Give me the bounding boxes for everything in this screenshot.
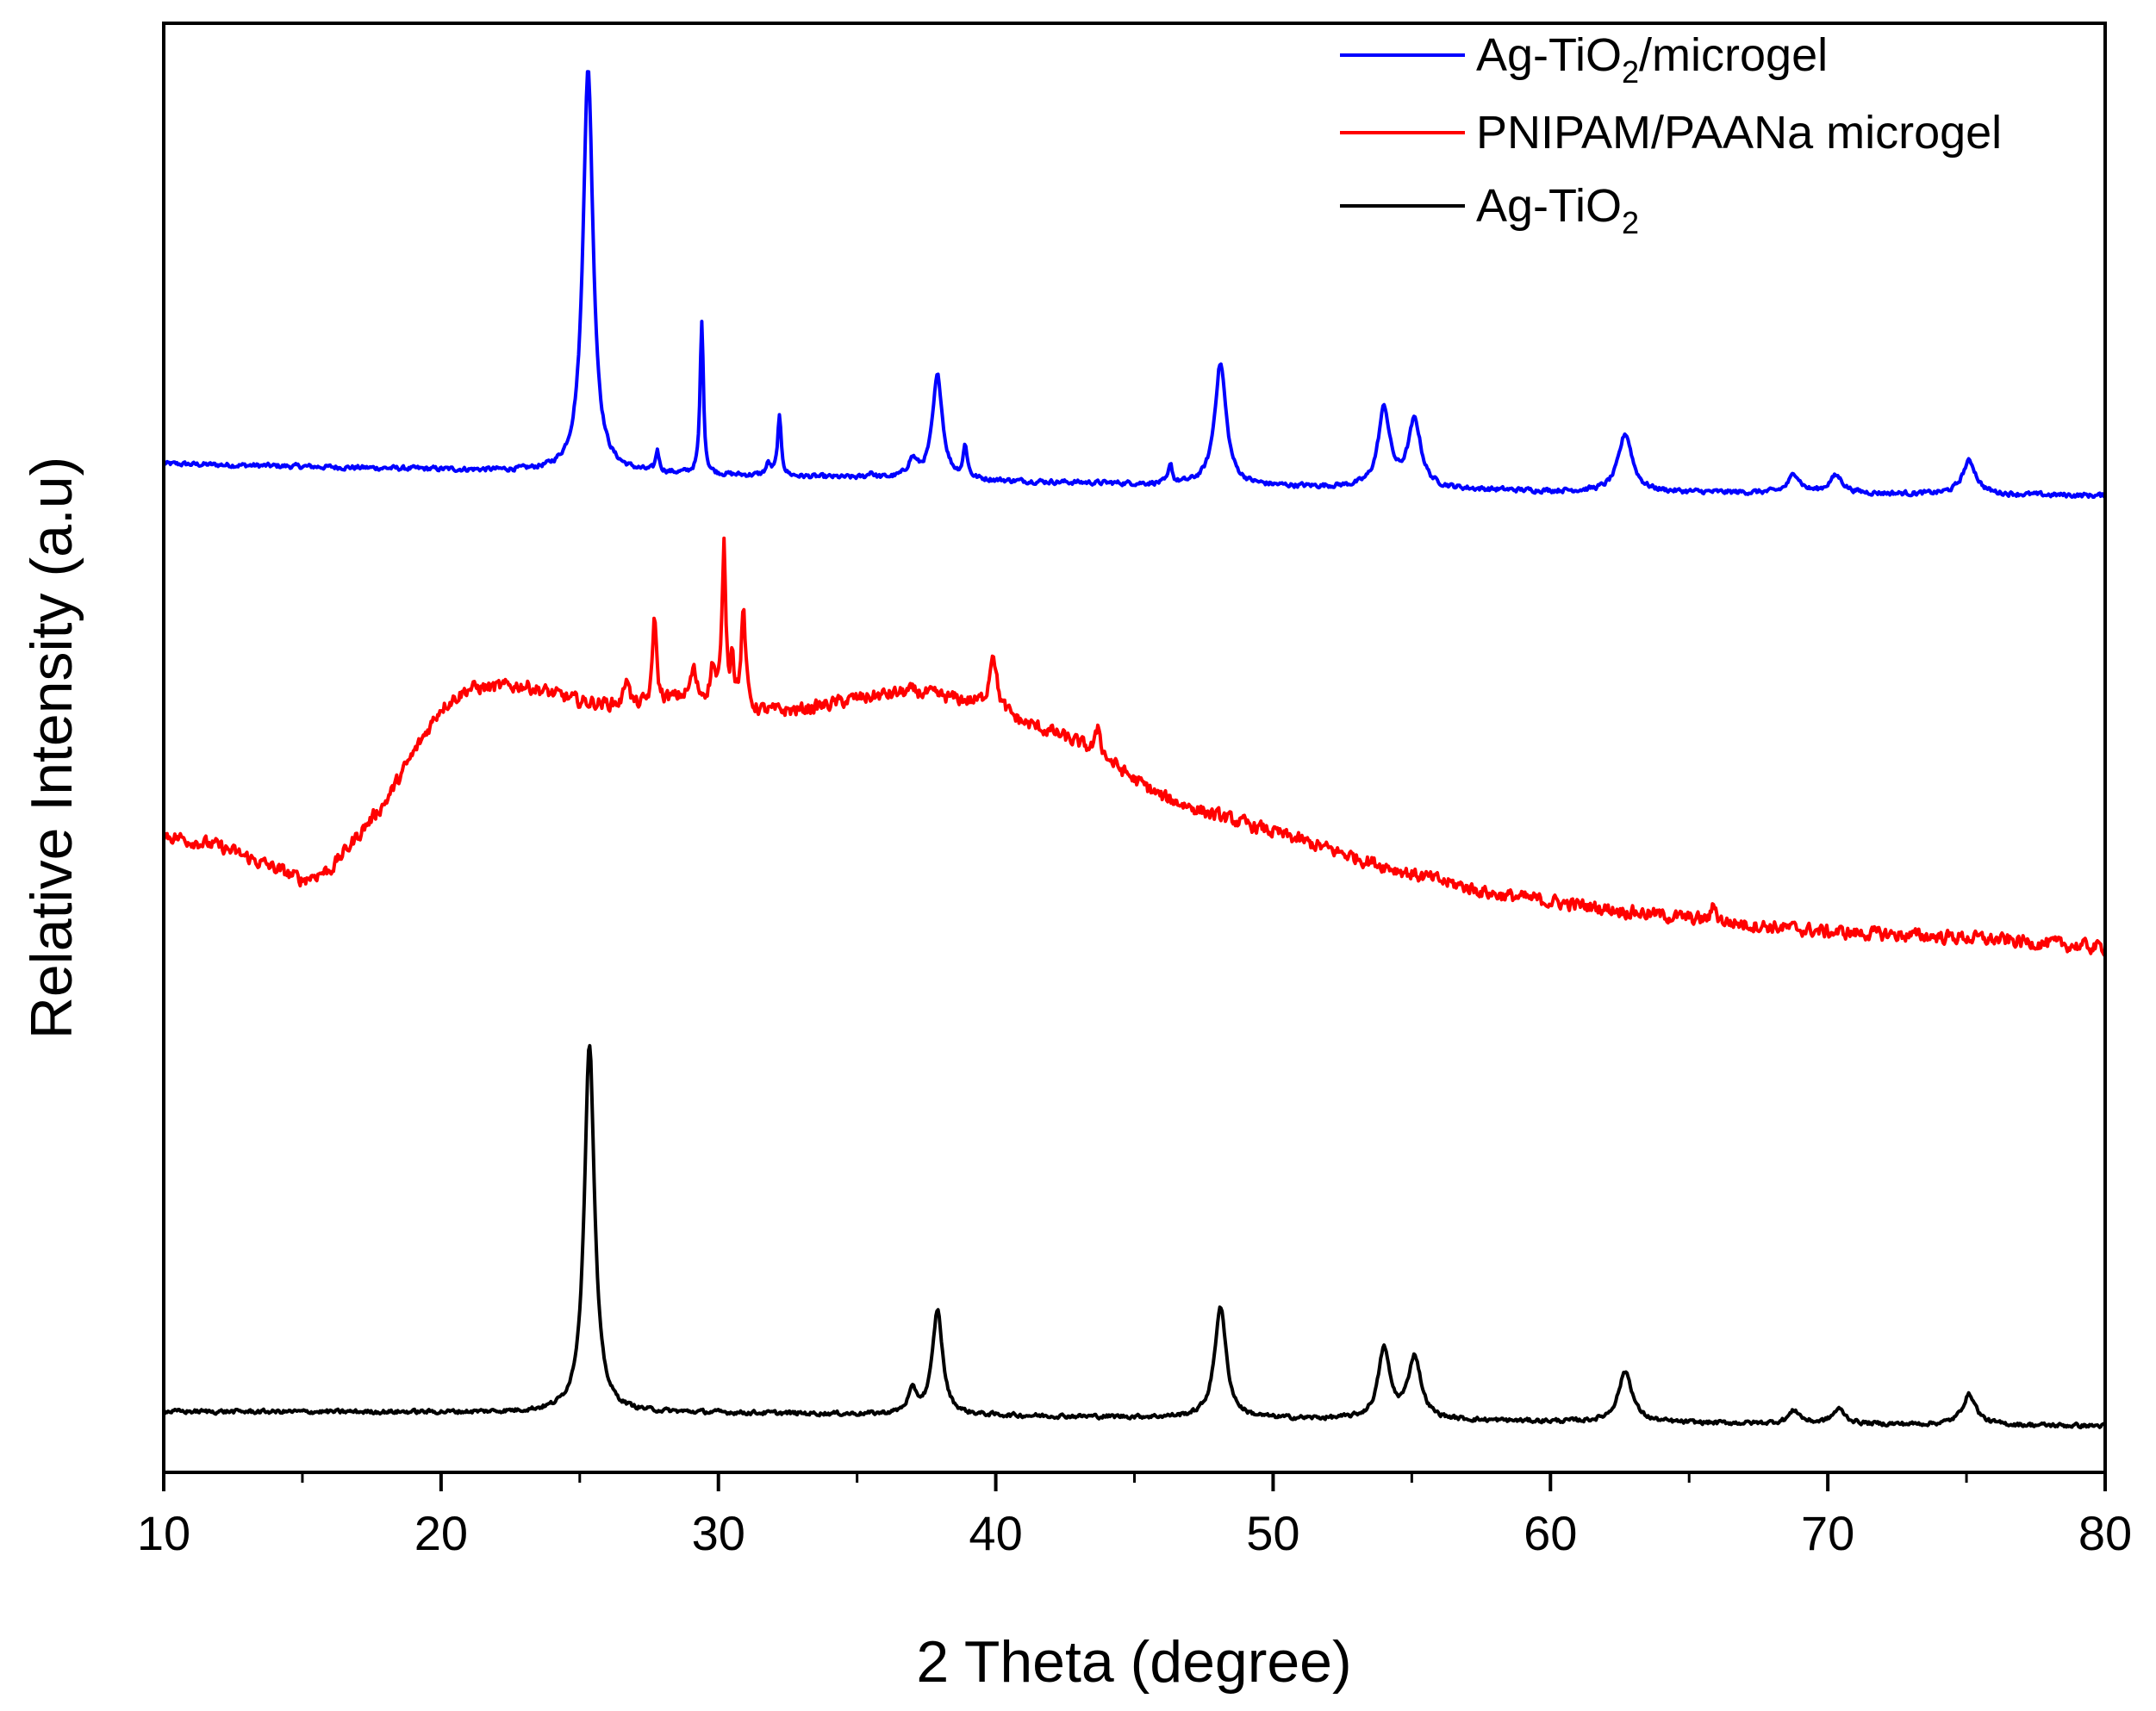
- legend-label-3: Ag-TiO2: [1476, 180, 1639, 240]
- x-tick-label: 70: [1801, 1506, 1854, 1560]
- x-axis-ticks: 10 20 30 40 50 60 70 80: [137, 1472, 2132, 1560]
- x-axis-label: 2 Theta (degree): [916, 1629, 1351, 1695]
- x-tick-label: 80: [2078, 1506, 2132, 1560]
- x-tick-label: 50: [1246, 1506, 1299, 1560]
- x-tick-label: 10: [137, 1506, 190, 1560]
- x-tick-label: 20: [414, 1506, 468, 1560]
- x-tick-label: 40: [969, 1506, 1022, 1560]
- x-tick-label: 60: [1524, 1506, 1577, 1560]
- y-axis-label: Relative Intensity (a.u): [19, 457, 84, 1040]
- plot-frame: [162, 22, 2107, 1474]
- legend-label-1: Ag-TiO2/microgel: [1476, 29, 1828, 90]
- x-tick-label: 30: [692, 1506, 745, 1560]
- series-layer: [162, 70, 2107, 1430]
- legend: Ag-TiO2/microgel PNIPAM/PAANa microgel Ag-…: [1340, 29, 2002, 240]
- series-line-3: [162, 1043, 2107, 1430]
- series-line-2: [162, 536, 2107, 957]
- legend-label-2: PNIPAM/PAANa microgel: [1476, 107, 2002, 159]
- series-line-1: [162, 70, 2106, 499]
